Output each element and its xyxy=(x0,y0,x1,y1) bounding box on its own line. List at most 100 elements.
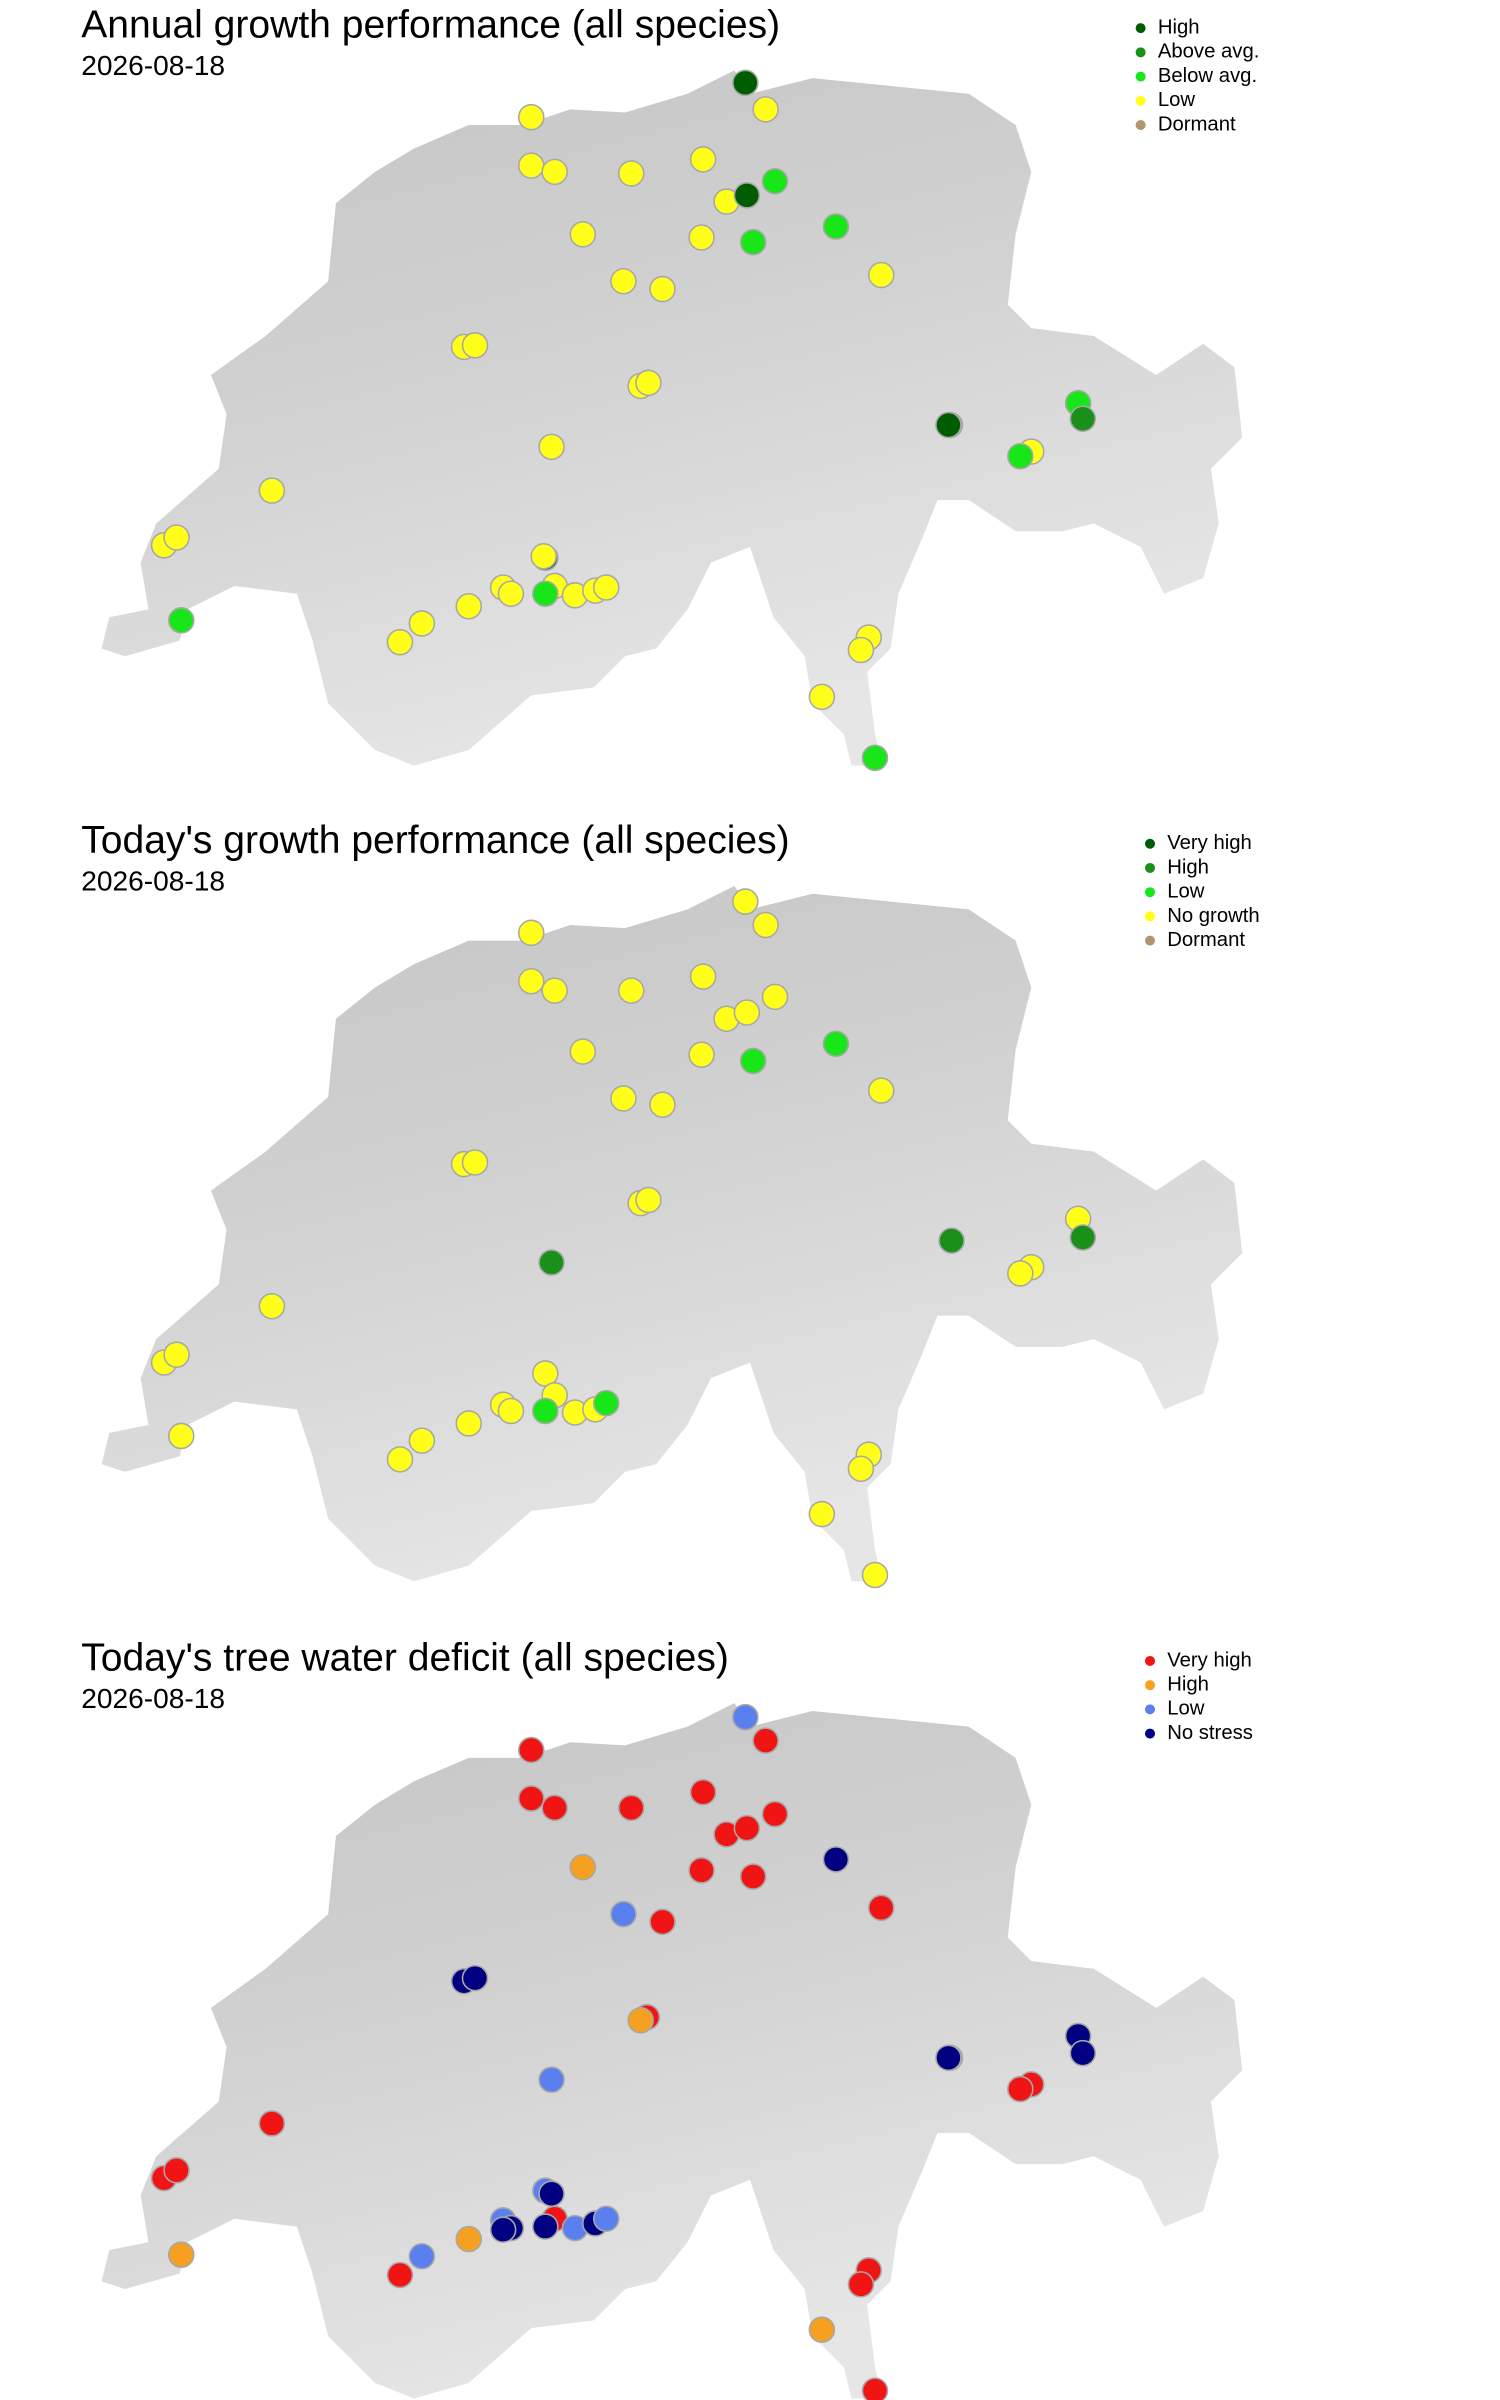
legend-dot xyxy=(1145,1655,1155,1666)
legend-label: Low xyxy=(1167,881,1205,903)
site-marker xyxy=(592,574,620,601)
legend-dot xyxy=(1135,71,1146,82)
legend-label: Low xyxy=(1158,89,1196,111)
map-date: 2026-08-18 xyxy=(81,866,225,897)
site-marker xyxy=(538,1249,565,1276)
legend-dot xyxy=(1135,120,1146,130)
site-marker xyxy=(517,1785,545,1812)
legend-dot xyxy=(1145,887,1155,898)
site-marker xyxy=(761,167,789,195)
legend-label: High xyxy=(1158,16,1200,38)
site-marker xyxy=(649,1091,676,1118)
site-marker xyxy=(732,69,759,97)
site-marker xyxy=(497,580,525,608)
site-marker xyxy=(517,1736,545,1764)
site-marker xyxy=(861,744,889,772)
site-marker xyxy=(733,1814,761,1842)
legend-label: High xyxy=(1167,856,1209,878)
site-marker xyxy=(617,1794,645,1822)
site-marker xyxy=(861,2377,889,2400)
site-marker xyxy=(739,1863,767,1890)
site-marker xyxy=(163,2157,190,2184)
site-marker xyxy=(847,2271,875,2298)
legend-dot xyxy=(1145,862,1155,873)
site-marker xyxy=(386,1446,414,1473)
site-marker xyxy=(517,967,545,995)
legend-label: High xyxy=(1167,1674,1209,1696)
site-marker xyxy=(530,542,558,570)
site-marker xyxy=(822,213,850,240)
site-marker xyxy=(752,96,779,123)
site-marker xyxy=(517,919,545,947)
map-date: 2026-08-18 xyxy=(81,50,225,81)
legend-dot xyxy=(1145,911,1155,922)
site-marker xyxy=(569,1853,597,1881)
legend-label: Dormant xyxy=(1158,113,1236,135)
legend-dot xyxy=(1135,23,1146,34)
site-marker xyxy=(1069,405,1097,433)
site-marker xyxy=(649,275,676,303)
site-marker xyxy=(569,1038,597,1065)
site-marker xyxy=(688,224,715,251)
site-marker xyxy=(517,152,545,179)
legend-dot xyxy=(1135,95,1146,106)
site-marker xyxy=(167,1422,195,1450)
legend-label: Above avg. xyxy=(1158,41,1260,63)
site-marker xyxy=(688,1857,715,1884)
site-marker xyxy=(592,2205,620,2233)
site-marker xyxy=(517,103,545,131)
site-marker xyxy=(739,228,767,256)
site-marker xyxy=(867,1077,895,1104)
site-marker xyxy=(808,683,836,711)
site-marker xyxy=(258,477,286,504)
site-marker xyxy=(167,607,195,634)
site-marker xyxy=(689,146,717,173)
map-panel: Annual growth performance (all species)2… xyxy=(81,4,1260,772)
site-marker xyxy=(761,983,789,1011)
site-marker xyxy=(538,2066,565,2093)
map-date: 2026-08-18 xyxy=(81,1683,225,1714)
site-marker xyxy=(822,1846,850,1873)
site-marker xyxy=(635,1186,662,1214)
site-marker xyxy=(761,1800,789,1828)
site-marker xyxy=(386,628,414,656)
map-title: Today's growth performance (all species) xyxy=(81,819,789,862)
map-panel: Today's growth performance (all species)… xyxy=(81,819,1260,1589)
legend-dot xyxy=(1145,935,1155,946)
site-marker xyxy=(752,1727,779,1754)
site-marker xyxy=(455,2225,483,2253)
site-marker xyxy=(733,182,761,209)
site-marker xyxy=(1069,1224,1097,1251)
site-marker xyxy=(732,1703,759,1731)
site-marker xyxy=(808,2316,836,2343)
site-marker xyxy=(627,2007,654,2034)
site-marker xyxy=(610,267,637,295)
map-title: Annual growth performance (all species) xyxy=(81,4,780,47)
legend-label: No stress xyxy=(1167,1722,1253,1744)
site-marker xyxy=(808,1500,836,1528)
site-marker xyxy=(538,433,565,461)
site-marker xyxy=(1069,2039,1097,2067)
legend-dot xyxy=(1145,1704,1155,1715)
site-marker xyxy=(732,888,759,915)
site-marker xyxy=(610,1900,637,1928)
map-title: Today's tree water deficit (all species) xyxy=(81,1636,729,1679)
legend-label: Below avg. xyxy=(1158,65,1257,87)
map-panel: Today's tree water deficit (all species)… xyxy=(81,1636,1253,2400)
site-marker xyxy=(538,2180,565,2208)
legend-dot xyxy=(1135,47,1146,58)
site-marker xyxy=(541,977,568,1004)
site-marker xyxy=(532,1397,559,1425)
site-marker xyxy=(258,1292,286,1320)
legend-label: Low xyxy=(1167,1698,1205,1720)
site-marker xyxy=(163,1341,190,1368)
site-marker xyxy=(617,160,645,187)
legend-dot xyxy=(1145,1680,1155,1691)
site-marker xyxy=(461,1964,489,1992)
site-marker xyxy=(489,2216,517,2243)
legend-label: Very high xyxy=(1167,832,1252,854)
site-marker xyxy=(455,592,483,620)
site-marker xyxy=(258,2110,286,2137)
site-marker xyxy=(847,636,875,664)
site-marker xyxy=(935,411,962,439)
